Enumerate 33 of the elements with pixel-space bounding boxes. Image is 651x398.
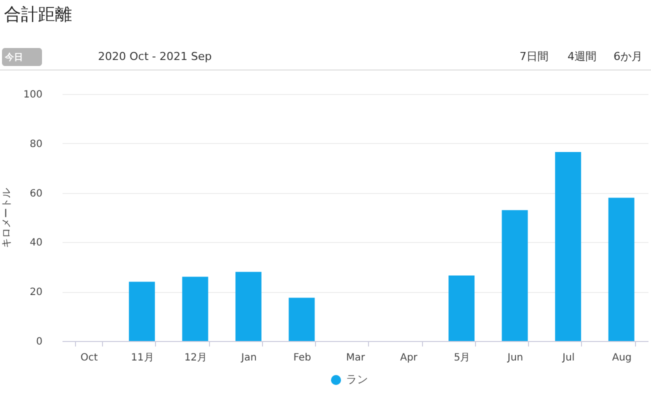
y-axis-title: キロメートル [1, 188, 12, 248]
text: 2020 Oct - 2021 Sep [98, 50, 212, 63]
bar [182, 276, 208, 341]
bar [288, 298, 315, 341]
x-tick-label: Jan [240, 352, 257, 364]
bar [502, 210, 528, 341]
x-tick-label: Oct [80, 352, 98, 364]
y-tick-label: 100 [23, 90, 42, 100]
x-tick-label: Mar [346, 352, 366, 364]
x-tick-label: Jul [562, 352, 575, 364]
y-tick-label: 0 [36, 336, 42, 348]
x-tick-label: 11月 [131, 352, 154, 364]
bar [128, 282, 155, 341]
text: 7日間 [520, 50, 548, 63]
text: 6か月 [614, 50, 642, 63]
bar [608, 198, 634, 341]
chart-title: 合計距離 [4, 5, 72, 25]
bar [235, 272, 262, 341]
legend-label: ラン [346, 373, 368, 386]
y-tick-label: 20 [30, 287, 42, 298]
bar [555, 152, 582, 341]
x-tick-label: Feb [293, 352, 312, 364]
y-tick-label: 60 [30, 188, 42, 200]
text: 4週間 [568, 50, 596, 63]
x-tick-label: Jun [506, 352, 524, 364]
x-tick-label: Aug [612, 352, 632, 364]
text: 今日 [4, 52, 23, 63]
bar [448, 276, 475, 341]
y-tick-label: 40 [30, 238, 42, 249]
x-tick-label: 12月 [184, 352, 208, 364]
x-tick-label: Apr [400, 352, 418, 364]
x-tick-label: 5月 [454, 352, 470, 364]
y-tick-label: 80 [30, 138, 42, 150]
